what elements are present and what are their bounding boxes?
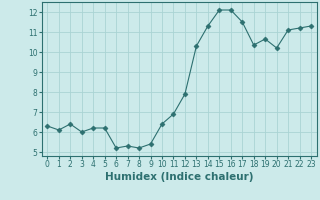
X-axis label: Humidex (Indice chaleur): Humidex (Indice chaleur) xyxy=(105,172,253,182)
